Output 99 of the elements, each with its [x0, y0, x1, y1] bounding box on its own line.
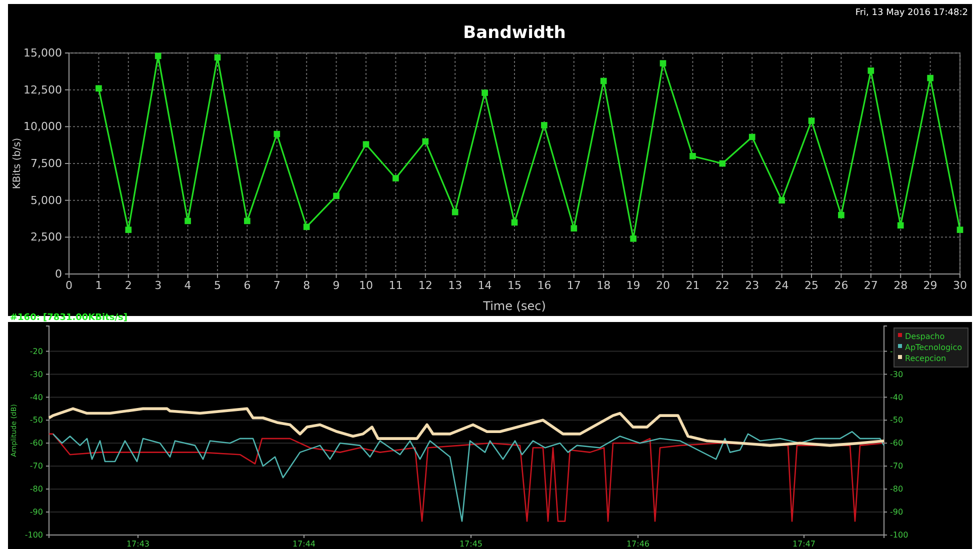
y-tick-label: 2,500	[30, 230, 62, 244]
x-tick-label: 16	[537, 278, 552, 292]
point	[897, 222, 904, 229]
x-tick-label: 17:44	[292, 540, 316, 549]
y2-tick-label: -50	[890, 416, 904, 425]
y-tick-label: -50	[30, 416, 43, 425]
x-tick-label: 30	[953, 278, 967, 292]
y2-tick-label: -60	[890, 438, 904, 448]
y-tick-label: -40	[30, 392, 43, 402]
x-tick-label: 10	[359, 278, 373, 292]
point	[927, 74, 934, 82]
x-tick-label: 8	[303, 278, 310, 292]
y2-tick-label: -30	[890, 370, 904, 379]
y-tick-label: -100	[24, 530, 43, 540]
x-tick-label: 17:45	[459, 540, 483, 549]
point	[154, 52, 162, 60]
line-series	[48, 407, 886, 447]
y2-tick-label: -100	[890, 530, 908, 540]
x-tick-label: 27	[864, 278, 878, 292]
y-tick-label: 0	[55, 268, 62, 281]
x-tick-label: 23	[745, 278, 760, 292]
y2-tick-label: -40	[890, 392, 904, 402]
x-tick-label: 28	[894, 278, 908, 292]
point	[719, 160, 726, 167]
point	[838, 212, 844, 218]
x-tick-label: 9	[332, 278, 340, 292]
x-tick-label: 29	[923, 278, 938, 292]
y-tick-label: -60	[30, 438, 43, 448]
x-tick-label: 24	[774, 278, 789, 292]
x-tick-label: 20	[656, 278, 670, 292]
point	[808, 118, 815, 124]
x-tick-label: 5	[214, 278, 221, 292]
text: Fri, 13 May 2016 17:48:2	[855, 8, 968, 18]
text: #160: [7831.00KBits/s]	[10, 313, 128, 323]
y-tick-label: -90	[30, 508, 43, 517]
y2-tick-label: -90	[890, 508, 904, 517]
x-tick-label: 2	[124, 278, 132, 292]
point	[125, 226, 132, 233]
x-tick-label: 17:47	[792, 540, 816, 549]
x-tick-label: 17	[566, 278, 581, 292]
x-tick-label: 14	[478, 278, 492, 292]
y-axis-title: KBits (b/s)	[12, 138, 23, 190]
x-tick-label: 17:46	[626, 540, 650, 549]
point	[511, 219, 518, 226]
point	[96, 85, 102, 92]
legend-label: ApTecnologico	[905, 343, 962, 352]
y-tick-label: 7,500	[30, 157, 62, 170]
point	[452, 208, 458, 216]
point	[214, 54, 221, 61]
x-tick-label: 15	[508, 278, 522, 292]
x-tick-label: 19	[626, 278, 640, 292]
y2-tick-label: -80	[890, 484, 904, 494]
y-tick-label: 12,500	[24, 83, 62, 96]
y-tick-label: -20	[30, 346, 43, 356]
x-tick-label: 18	[596, 278, 611, 292]
x-tick-label: 22	[715, 278, 730, 292]
point	[392, 175, 399, 182]
point	[690, 152, 696, 160]
point	[333, 192, 340, 200]
x-tick-label: 1	[95, 278, 102, 292]
y-tick-label: -70	[30, 462, 43, 471]
point	[422, 138, 429, 145]
x-tick-label: 21	[686, 278, 700, 292]
chart-title: Bandwidth	[463, 23, 566, 43]
point	[184, 218, 191, 224]
y2-tick-label: -70	[890, 462, 904, 471]
x-tick-label: 3	[154, 278, 162, 292]
x-tick-label: 4	[184, 278, 192, 292]
x-tick-label: 17:43	[126, 540, 150, 549]
x-tick-label: 12	[418, 278, 432, 292]
legend-label: Despacho	[905, 332, 945, 341]
x-tick-label: 26	[834, 278, 848, 292]
x-tick-label: 6	[244, 278, 251, 292]
x-tick-label: 0	[66, 278, 72, 292]
y-tick-label: -30	[30, 370, 43, 379]
x-tick-label: 25	[804, 278, 818, 292]
y-tick-label: 15,000	[24, 46, 62, 60]
x-tick-label: 11	[388, 278, 403, 292]
x-tick-label: 13	[448, 278, 462, 292]
point	[244, 218, 250, 224]
point	[600, 78, 607, 84]
point	[274, 130, 280, 138]
point	[482, 90, 488, 96]
legend-label: Recepcion	[905, 354, 946, 363]
x-tick-label: 7	[273, 278, 280, 292]
point	[778, 197, 785, 204]
point	[570, 225, 578, 232]
point	[630, 235, 636, 242]
point	[868, 68, 874, 74]
y-tick-label: 5,000	[30, 194, 62, 207]
point	[956, 226, 964, 233]
point	[541, 122, 548, 128]
y-tick-label: 10,000	[24, 120, 62, 134]
point	[748, 134, 756, 140]
point	[660, 60, 666, 66]
x-axis-title: Time (sec)	[482, 299, 546, 313]
point	[362, 141, 370, 148]
point	[303, 224, 310, 230]
y-tick-label: -80	[30, 484, 43, 494]
